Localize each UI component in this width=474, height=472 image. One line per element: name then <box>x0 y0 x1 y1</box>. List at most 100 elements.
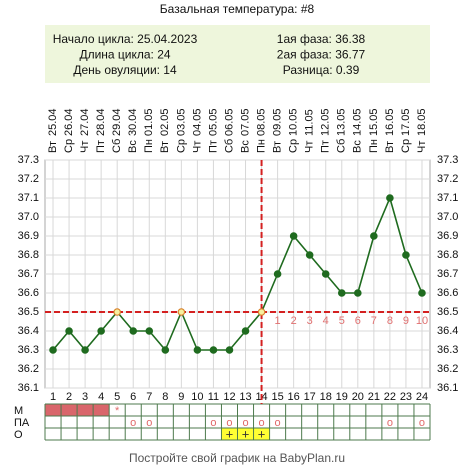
y-tick-label: 36.2 <box>18 363 39 375</box>
weekday-label: Пт <box>320 140 332 153</box>
y-tick-label-right: 37.0 <box>437 211 458 223</box>
y-tick-label-right: 36.3 <box>437 344 458 356</box>
filled-cell <box>93 404 110 416</box>
weekday-label: Пн <box>255 139 267 153</box>
data-point <box>418 289 426 297</box>
row-label: О <box>14 429 23 441</box>
day-number: 3 <box>82 391 88 403</box>
weekday-label: Сб <box>223 139 235 153</box>
info-right: 1ая фаза: 36.38 <box>277 32 366 46</box>
phase-day-label: 3 <box>307 315 313 327</box>
cell-mark: + <box>242 426 250 441</box>
weekday-label: Чт <box>79 141 91 153</box>
y-tick-label: 36.4 <box>18 325 39 337</box>
phase-day-label: 8 <box>387 315 393 327</box>
y-tick-label: 36.9 <box>18 230 39 242</box>
filled-cell <box>253 428 270 440</box>
cell-mark: o <box>146 417 152 429</box>
y-tick-label-right: 36.1 <box>437 382 458 394</box>
cell-mark: o <box>387 417 393 429</box>
cell-mark: * <box>115 405 120 417</box>
data-point <box>193 346 202 354</box>
y-tick-label-right: 36.5 <box>437 306 458 318</box>
day-number: 16 <box>288 391 300 403</box>
data-point <box>161 346 170 354</box>
phase-day-label: 1 <box>275 315 281 327</box>
weekday-label: Сб <box>336 139 348 153</box>
data-point <box>97 327 105 335</box>
data-point <box>113 308 121 316</box>
date-label: 15.05 <box>368 108 380 136</box>
info-left: День овуляции: 14 <box>73 63 177 77</box>
info-right: 2ая фаза: 36.77 <box>277 48 366 62</box>
date-label: 14.05 <box>352 108 364 136</box>
cell-mark: o <box>210 417 216 429</box>
weekday-label: Вт <box>47 141 59 153</box>
date-label: 30.04 <box>127 108 139 136</box>
day-number: 21 <box>368 391 380 403</box>
y-tick-label: 37.2 <box>18 173 39 185</box>
info-right: Разница: 0.39 <box>283 63 360 77</box>
date-label: 05.05 <box>207 108 219 136</box>
day-number: 9 <box>178 391 184 403</box>
data-point <box>305 251 314 259</box>
date-label: 13.05 <box>336 108 348 136</box>
phase-day-label: 4 <box>323 315 329 327</box>
chart-title: Базальная температура: #8 <box>160 2 315 16</box>
y-tick-label: 36.6 <box>18 287 39 299</box>
date-label: 10.05 <box>288 108 300 136</box>
data-point <box>177 308 186 316</box>
cell-mark: + <box>258 426 266 441</box>
filled-cell <box>77 404 94 416</box>
cell-mark: o <box>259 417 265 429</box>
data-point <box>145 327 154 335</box>
date-label: 07.05 <box>239 108 251 136</box>
cell-mark: o <box>419 417 425 429</box>
y-tick-label-right: 36.9 <box>437 230 458 242</box>
weekday-label: Ср <box>288 139 300 153</box>
phase-day-label: 9 <box>403 315 409 327</box>
data-point <box>402 251 410 259</box>
data-point <box>209 346 218 354</box>
date-label: 16.05 <box>384 108 396 136</box>
date-label: 11.05 <box>304 109 316 136</box>
data-point <box>321 270 330 278</box>
data-point <box>354 289 362 297</box>
filled-cell <box>61 404 78 416</box>
weekday-label: Вт <box>272 141 284 153</box>
weekday-label: Сб <box>111 139 123 153</box>
day-number: 12 <box>223 391 235 403</box>
weekday-label: Чт <box>191 141 203 153</box>
y-tick-label-right: 36.4 <box>437 325 458 337</box>
cell-mark: o <box>242 417 248 429</box>
data-point <box>81 346 89 354</box>
day-number: 6 <box>130 391 136 403</box>
day-number: 7 <box>146 391 152 403</box>
date-label: 01.05 <box>143 108 155 136</box>
day-number: 8 <box>162 391 168 403</box>
y-tick-label-right: 37.2 <box>437 173 458 185</box>
date-label: 25.04 <box>47 108 59 136</box>
data-point <box>337 289 346 297</box>
day-number: 5 <box>114 391 120 403</box>
day-number: 20 <box>352 391 364 403</box>
day-number: 13 <box>239 391 251 403</box>
y-tick-label: 36.7 <box>18 268 39 280</box>
weekday-label: Вс <box>352 140 364 153</box>
date-label: 09.05 <box>272 108 284 136</box>
filled-cell <box>221 428 238 440</box>
footer: Постройте свой график на BabyPlan.ru <box>129 451 345 465</box>
y-tick-label: 37.3 <box>18 154 39 166</box>
y-tick-label-right: 36.7 <box>437 268 458 280</box>
date-label: 06.05 <box>223 108 235 136</box>
data-point <box>386 194 394 202</box>
y-tick-label-right: 37.1 <box>437 192 458 204</box>
weekday-label: Пн <box>368 139 380 153</box>
weekday-label: Вс <box>239 140 251 153</box>
day-number: 18 <box>320 391 332 403</box>
cell-mark: o <box>275 417 281 429</box>
cell-mark: o <box>226 417 232 429</box>
weekday-label: Вт <box>159 141 171 153</box>
weekday-label: Пт <box>207 140 219 153</box>
y-tick-label-right: 36.2 <box>437 363 458 375</box>
